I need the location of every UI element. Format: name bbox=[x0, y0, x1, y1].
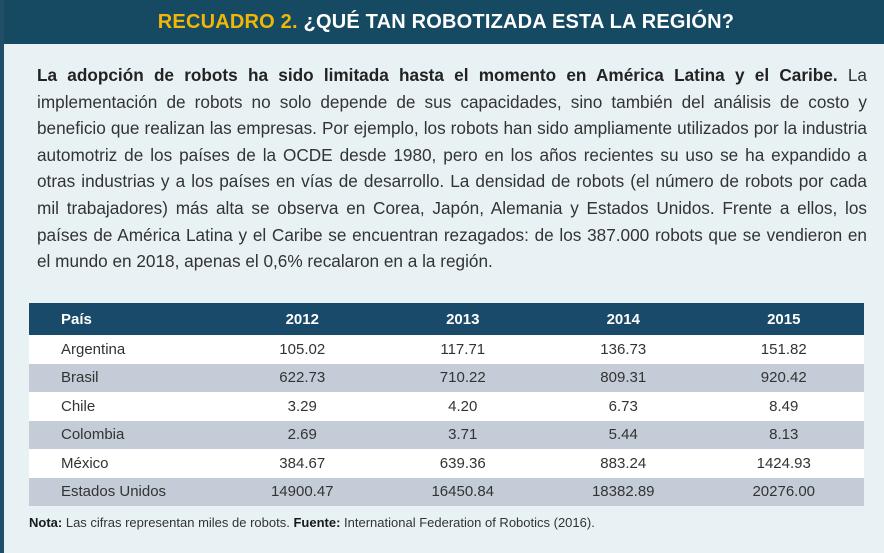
cell-value: 3.71 bbox=[382, 420, 543, 449]
cell-value: 920.42 bbox=[703, 363, 864, 392]
col-header-2013: 2013 bbox=[382, 303, 543, 335]
intro-body: La implementación de robots no solo depe… bbox=[37, 65, 867, 272]
intro-lead: La adopción de robots ha sido limitada h… bbox=[37, 65, 838, 85]
cell-value: 4.20 bbox=[382, 392, 543, 421]
robots-table: País 2012 2013 2014 2015 Argentina 105.0… bbox=[29, 303, 864, 506]
cell-value: 2.69 bbox=[222, 420, 383, 449]
cell-country: Argentina bbox=[29, 335, 222, 364]
cell-value: 8.13 bbox=[703, 420, 864, 449]
table-row: México 384.67 639.36 883.24 1424.93 bbox=[29, 449, 864, 478]
cell-value: 3.29 bbox=[222, 392, 383, 421]
col-header-2012: 2012 bbox=[222, 303, 383, 335]
col-header-2014: 2014 bbox=[543, 303, 704, 335]
cell-value: 151.82 bbox=[703, 335, 864, 364]
table-row: Argentina 105.02 117.71 136.73 151.82 bbox=[29, 335, 864, 364]
box-header: RECUADRO 2. ¿QUÉ TAN ROBOTIZADA ESTA LA … bbox=[4, 0, 884, 44]
cell-value: 883.24 bbox=[543, 449, 704, 478]
table-row: Brasil 622.73 710.22 809.31 920.42 bbox=[29, 363, 864, 392]
box-tag: RECUADRO 2. bbox=[157, 11, 298, 33]
table-row: Chile 3.29 4.20 6.73 8.49 bbox=[29, 392, 864, 421]
cell-country: Brasil bbox=[29, 363, 222, 392]
table-row: Colombia 2.69 3.71 5.44 8.13 bbox=[29, 420, 864, 449]
col-header-2015: 2015 bbox=[703, 303, 864, 335]
cell-country: Estados Unidos bbox=[29, 477, 222, 506]
table-note: Nota: Las cifras representan miles de ro… bbox=[29, 515, 864, 530]
cell-value: 18382.89 bbox=[543, 477, 704, 506]
cell-value: 384.67 bbox=[222, 449, 383, 478]
col-header-country: País bbox=[29, 303, 222, 335]
source-label: Fuente: bbox=[293, 515, 341, 530]
table-header-row: País 2012 2013 2014 2015 bbox=[29, 303, 864, 335]
cell-value: 105.02 bbox=[222, 335, 383, 364]
cell-value: 8.49 bbox=[703, 392, 864, 421]
cell-value: 1424.93 bbox=[703, 449, 864, 478]
cell-value: 16450.84 bbox=[382, 477, 543, 506]
cell-value: 14900.47 bbox=[222, 477, 383, 506]
cell-country: Chile bbox=[29, 392, 222, 421]
cell-value: 622.73 bbox=[222, 363, 383, 392]
cell-value: 710.22 bbox=[382, 363, 543, 392]
cell-value: 117.71 bbox=[382, 335, 543, 364]
intro-paragraph: La adopción de robots ha sido limitada h… bbox=[37, 62, 867, 275]
table-row: Estados Unidos 14900.47 16450.84 18382.8… bbox=[29, 477, 864, 506]
cell-value: 20276.00 bbox=[703, 477, 864, 506]
cell-country: México bbox=[29, 449, 222, 478]
source-text: International Federation of Robotics (20… bbox=[344, 515, 595, 530]
cell-value: 136.73 bbox=[543, 335, 704, 364]
cell-value: 639.36 bbox=[382, 449, 543, 478]
note-text: Las cifras representan miles de robots. bbox=[65, 515, 290, 530]
cell-value: 5.44 bbox=[543, 420, 704, 449]
cell-value: 6.73 bbox=[543, 392, 704, 421]
cell-value: 809.31 bbox=[543, 363, 704, 392]
cell-country: Colombia bbox=[29, 420, 222, 449]
box-title: ¿QUÉ TAN ROBOTIZADA ESTA LA REGIÓN? bbox=[303, 11, 735, 33]
note-label: Nota: bbox=[29, 515, 63, 530]
